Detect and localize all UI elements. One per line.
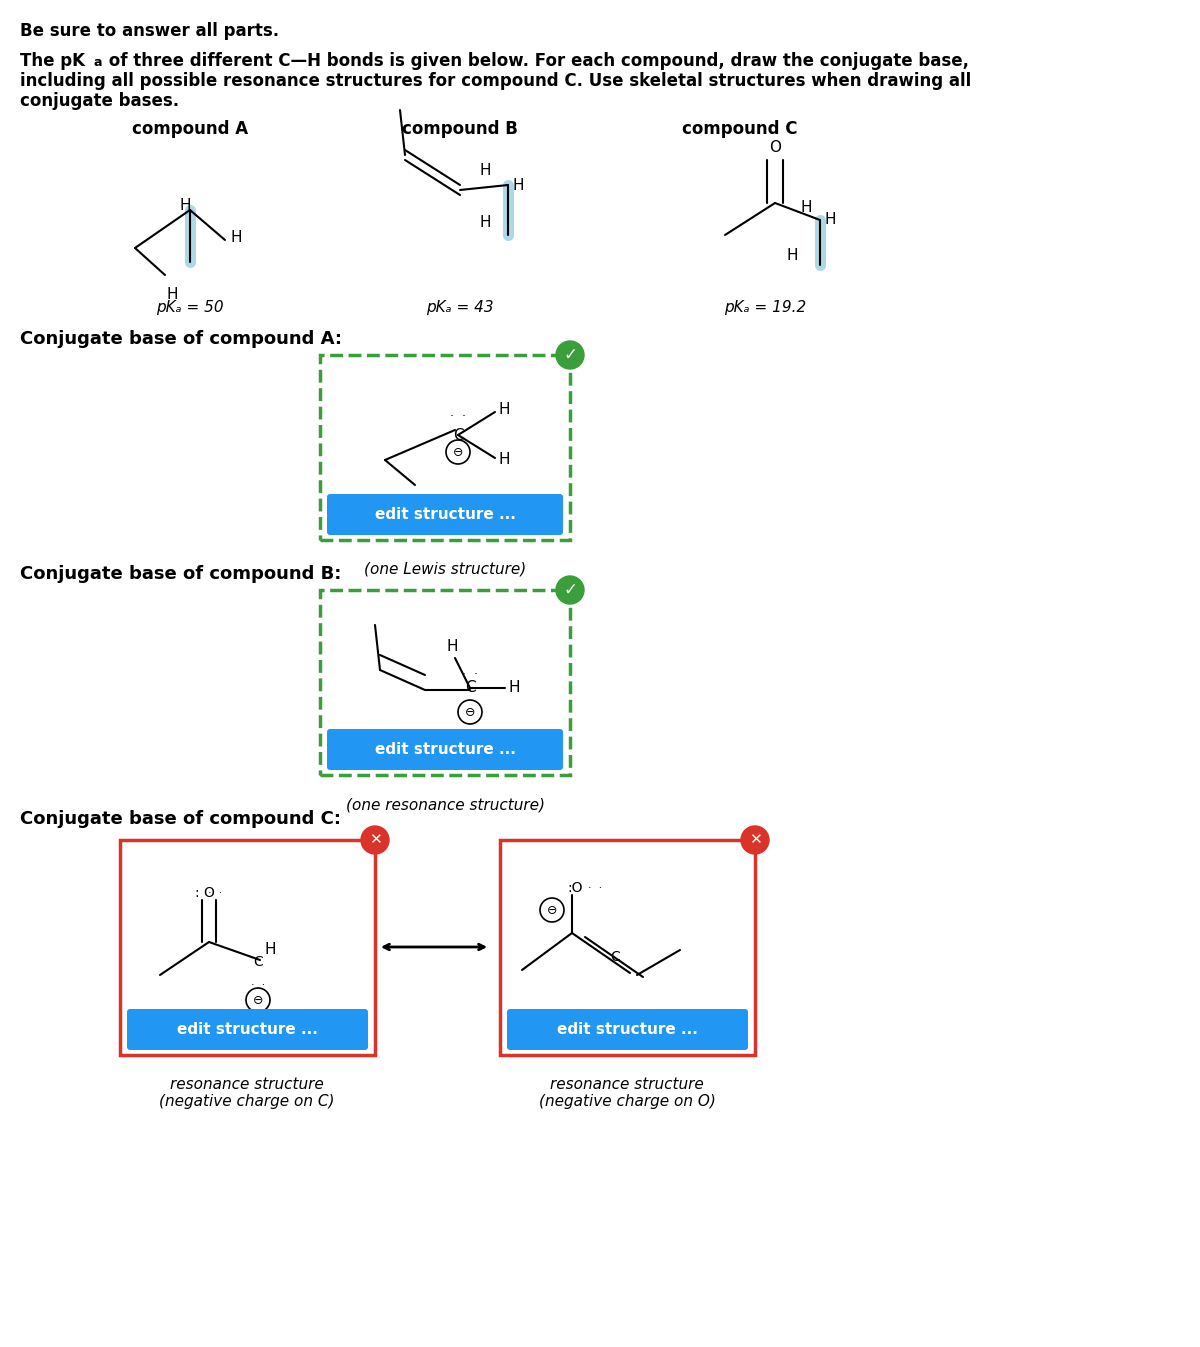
Text: compound B: compound B	[402, 120, 518, 137]
Text: C: C	[610, 950, 620, 964]
Text: H: H	[508, 680, 520, 695]
Circle shape	[556, 577, 584, 603]
Bar	[320, 356, 570, 540]
Text: H: H	[167, 287, 178, 302]
Text: of three different C—H bonds is given below. For each compound, draw the conjuga: of three different C—H bonds is given be…	[103, 53, 970, 70]
Text: ⊖: ⊖	[452, 446, 463, 458]
Text: : O: : O	[196, 886, 215, 900]
Bar	[120, 841, 374, 1055]
Text: C: C	[452, 427, 463, 443]
Text: H: H	[499, 453, 510, 467]
Text: Conjugate base of compound B:: Conjugate base of compound B:	[20, 564, 341, 583]
Text: ⊖: ⊖	[464, 706, 475, 718]
Text: (one resonance structure): (one resonance structure)	[346, 797, 545, 812]
Circle shape	[742, 826, 769, 854]
Text: H: H	[265, 943, 276, 958]
Text: ·  ·: · ·	[450, 409, 466, 423]
Text: edit structure ...: edit structure ...	[178, 1022, 318, 1037]
Text: ✕: ✕	[749, 832, 761, 847]
Text: conjugate bases.: conjugate bases.	[20, 92, 179, 110]
Text: H: H	[230, 230, 241, 245]
Text: resonance structure
(negative charge on C): resonance structure (negative charge on …	[160, 1078, 335, 1110]
Text: H: H	[446, 638, 457, 655]
Text: resonance structure
(negative charge on O): resonance structure (negative charge on …	[539, 1078, 715, 1110]
Text: ⊖: ⊖	[253, 994, 263, 1006]
Text: H: H	[179, 198, 191, 213]
Text: pKₐ = 19.2: pKₐ = 19.2	[724, 300, 806, 315]
Text: ✓: ✓	[563, 581, 577, 599]
Text: C: C	[253, 955, 263, 968]
FancyBboxPatch shape	[326, 729, 563, 770]
Bar	[500, 841, 755, 1055]
Text: ·  ·: · ·	[588, 884, 602, 893]
Text: ·  ·: · ·	[208, 888, 222, 898]
Text: a: a	[94, 57, 102, 69]
Text: pKₐ = 50: pKₐ = 50	[156, 300, 224, 315]
Text: including all possible resonance structures for compound C. Use skeletal structu: including all possible resonance structu…	[20, 71, 971, 90]
FancyBboxPatch shape	[508, 1009, 748, 1051]
Text: Be sure to answer all parts.: Be sure to answer all parts.	[20, 22, 280, 40]
Text: H: H	[800, 201, 811, 216]
Text: ⊖: ⊖	[547, 904, 557, 916]
Bar	[320, 590, 570, 775]
Text: compound A: compound A	[132, 120, 248, 137]
Text: edit structure ...: edit structure ...	[374, 506, 516, 523]
Text: ·  ·: · ·	[251, 981, 265, 990]
Text: H: H	[479, 163, 491, 178]
Text: C: C	[464, 680, 475, 695]
Text: H: H	[826, 213, 836, 228]
Text: H: H	[786, 248, 798, 263]
FancyBboxPatch shape	[127, 1009, 368, 1051]
Text: (one Lewis structure): (one Lewis structure)	[364, 562, 526, 577]
Text: Conjugate base of compound A:: Conjugate base of compound A:	[20, 330, 342, 348]
Text: :O: :O	[568, 881, 583, 894]
Text: ✕: ✕	[368, 832, 382, 847]
Text: H: H	[479, 216, 491, 230]
Text: ·  ·: · ·	[462, 668, 478, 682]
FancyBboxPatch shape	[326, 494, 563, 535]
Text: edit structure ...: edit structure ...	[374, 742, 516, 757]
Text: edit structure ...: edit structure ...	[557, 1022, 698, 1037]
Text: H: H	[512, 178, 523, 193]
Text: ✓: ✓	[563, 346, 577, 364]
Text: H: H	[499, 403, 510, 418]
Text: compound C: compound C	[683, 120, 798, 137]
Text: O: O	[769, 140, 781, 155]
Text: Conjugate base of compound C:: Conjugate base of compound C:	[20, 810, 341, 828]
Text: The pK: The pK	[20, 53, 85, 70]
Text: pKₐ = 43: pKₐ = 43	[426, 300, 494, 315]
Circle shape	[361, 826, 389, 854]
Circle shape	[556, 341, 584, 369]
